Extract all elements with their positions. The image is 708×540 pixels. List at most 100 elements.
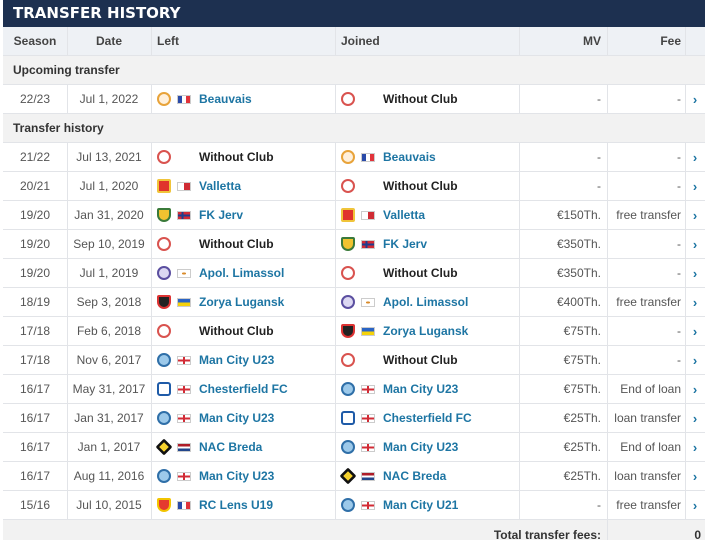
transfer-row[interactable]: 15/16 Jul 10, 2015 RC Lens U19 Man City U21… [3, 491, 705, 520]
beauvais-crest-icon[interactable] [157, 92, 171, 106]
transfer-row[interactable]: 19/20 Jan 31, 2020 FK Jerv Valletta €150Th. f… [3, 201, 705, 230]
column-divider [685, 259, 686, 287]
left-club-link[interactable]: Man City U23 [199, 411, 275, 425]
rc-lens-crest-icon[interactable] [157, 498, 171, 512]
season-cell: 16/17 [19, 440, 51, 454]
left-club-link[interactable]: Man City U23 [199, 469, 275, 483]
ukraine-flag-icon [177, 297, 191, 307]
transfer-row[interactable]: 17/18 Feb 6, 2018 Without Club Zorya Lugans… [3, 317, 705, 346]
chevron-right-icon: › [692, 91, 698, 107]
row-detail-link[interactable]: › [685, 491, 705, 519]
row-detail-link[interactable]: › [685, 317, 705, 345]
row-detail-link[interactable]: › [685, 201, 705, 229]
left-club-link[interactable]: Apol. Limassol [199, 266, 285, 280]
left-club-link[interactable]: RC Lens U19 [199, 498, 274, 512]
valletta-crest-icon[interactable] [157, 179, 171, 193]
section-label: Transfer history [13, 121, 104, 135]
row-detail-link[interactable]: › [685, 375, 705, 403]
nac-breda-crest-icon[interactable] [339, 467, 357, 485]
transfer-row[interactable]: 16/17 May 31, 2017 Chesterfield FC Man City… [3, 375, 705, 404]
transfer-row[interactable]: 20/21 Jul 1, 2020 Valletta Without Club - - › [3, 172, 705, 201]
man-city-crest-icon[interactable] [341, 382, 355, 396]
transfer-row[interactable]: 19/20 Sep 10, 2019 Without Club FK Jerv €350… [3, 230, 705, 259]
apollon-crest-icon[interactable] [157, 266, 171, 280]
left-club-link[interactable]: Beauvais [199, 92, 252, 106]
zorya-crest-icon[interactable] [157, 295, 171, 309]
joined-club-link[interactable]: Apol. Limassol [383, 295, 469, 309]
row-detail-link[interactable]: › [685, 288, 705, 316]
column-divider [685, 317, 686, 345]
left-club-link[interactable]: Chesterfield FC [199, 382, 288, 396]
row-detail-link[interactable]: › [685, 433, 705, 461]
row-detail-link[interactable]: › [685, 172, 705, 200]
jerv-crest-icon[interactable] [157, 208, 171, 222]
fee-cell: - [677, 179, 681, 193]
england-flag-icon [361, 413, 375, 423]
left-club-link[interactable]: Man City U23 [199, 353, 275, 367]
without-club-icon[interactable] [157, 324, 171, 338]
without-club-icon[interactable] [341, 179, 355, 193]
row-detail-link[interactable]: › [685, 259, 705, 287]
column-divider [67, 288, 68, 316]
man-city-crest-icon[interactable] [157, 469, 171, 483]
without-club-icon[interactable] [341, 92, 355, 106]
row-detail-link[interactable]: › [685, 346, 705, 374]
row-detail-link[interactable]: › [685, 143, 705, 171]
market-value-cell: €25Th. [563, 440, 601, 454]
left-club-link[interactable]: Valletta [199, 179, 242, 193]
man-city-crest-icon[interactable] [341, 440, 355, 454]
fee-cell: free transfer [616, 498, 681, 512]
column-divider [607, 491, 608, 519]
row-detail-link[interactable]: › [685, 85, 705, 113]
transfer-row[interactable]: 22/23 Jul 1, 2022 Beauvais Without Club - - › [3, 85, 705, 114]
transfer-row[interactable]: 17/18 Nov 6, 2017 Man City U23 Without Club… [3, 346, 705, 375]
transfer-row[interactable]: 16/17 Jan 1, 2017 NAC Breda Man City U23 €25… [3, 433, 705, 462]
joined-club-link[interactable]: FK Jerv [383, 237, 428, 251]
without-club-icon[interactable] [157, 237, 171, 251]
joined-club-link[interactable]: Beauvais [383, 150, 436, 164]
transfer-row[interactable]: 16/17 Jan 31, 2017 Man City U23 Chesterfiel… [3, 404, 705, 433]
row-detail-link[interactable]: › [685, 230, 705, 258]
transfer-row[interactable]: 19/20 Jul 1, 2019 Apol. Limassol Without Cl… [3, 259, 705, 288]
joined-club-link[interactable]: Valletta [383, 208, 426, 222]
fee-cell: - [677, 92, 681, 106]
transfer-row[interactable]: 16/17 Aug 11, 2016 Man City U23 NAC Breda €2… [3, 462, 705, 491]
joined-club-link[interactable]: Man City U23 [383, 440, 459, 454]
column-divider [67, 259, 68, 287]
transfer-row[interactable]: 18/19 Sep 3, 2018 Zorya Lugansk Apol. Limas… [3, 288, 705, 317]
column-divider [67, 85, 68, 113]
man-city-crest-icon[interactable] [157, 353, 171, 367]
jerv-crest-icon[interactable] [341, 237, 355, 251]
without-club-icon[interactable] [341, 266, 355, 280]
joined-club-link[interactable]: NAC Breda [383, 469, 447, 483]
column-header-mv: MV [583, 34, 601, 48]
joined-club-link[interactable]: Man City U23 [383, 382, 459, 396]
valletta-crest-icon[interactable] [341, 208, 355, 222]
left-club-link[interactable]: NAC Breda [199, 440, 263, 454]
joined-club-link[interactable]: Man City U21 [383, 498, 459, 512]
transfer-row[interactable]: 21/22 Jul 13, 2021 Without Club Beauvais - - › [3, 143, 705, 172]
beauvais-crest-icon[interactable] [341, 150, 355, 164]
joined-club-link[interactable]: Chesterfield FC [383, 411, 472, 425]
column-divider [151, 143, 152, 171]
season-cell: 21/22 [19, 150, 51, 164]
column-divider [67, 346, 68, 374]
joined-club-link[interactable]: Zorya Lugansk [383, 324, 469, 338]
man-city-crest-icon[interactable] [341, 498, 355, 512]
man-city-crest-icon[interactable] [157, 411, 171, 425]
apollon-crest-icon[interactable] [341, 295, 355, 309]
chesterfield-crest-icon[interactable] [341, 411, 355, 425]
without-club-icon[interactable] [341, 353, 355, 367]
zorya-crest-icon[interactable] [341, 324, 355, 338]
without-club-icon[interactable] [157, 150, 171, 164]
season-cell: 16/17 [19, 382, 51, 396]
row-detail-link[interactable]: › [685, 462, 705, 490]
left-club-link[interactable]: FK Jerv [199, 208, 244, 222]
nac-breda-crest-icon[interactable] [155, 438, 173, 456]
joined-club-cell: Without Club [335, 85, 519, 113]
left-club-link[interactable]: Zorya Lugansk [199, 295, 285, 309]
column-divider [685, 433, 686, 461]
chesterfield-crest-icon[interactable] [157, 382, 171, 396]
column-divider [335, 346, 336, 374]
row-detail-link[interactable]: › [685, 404, 705, 432]
